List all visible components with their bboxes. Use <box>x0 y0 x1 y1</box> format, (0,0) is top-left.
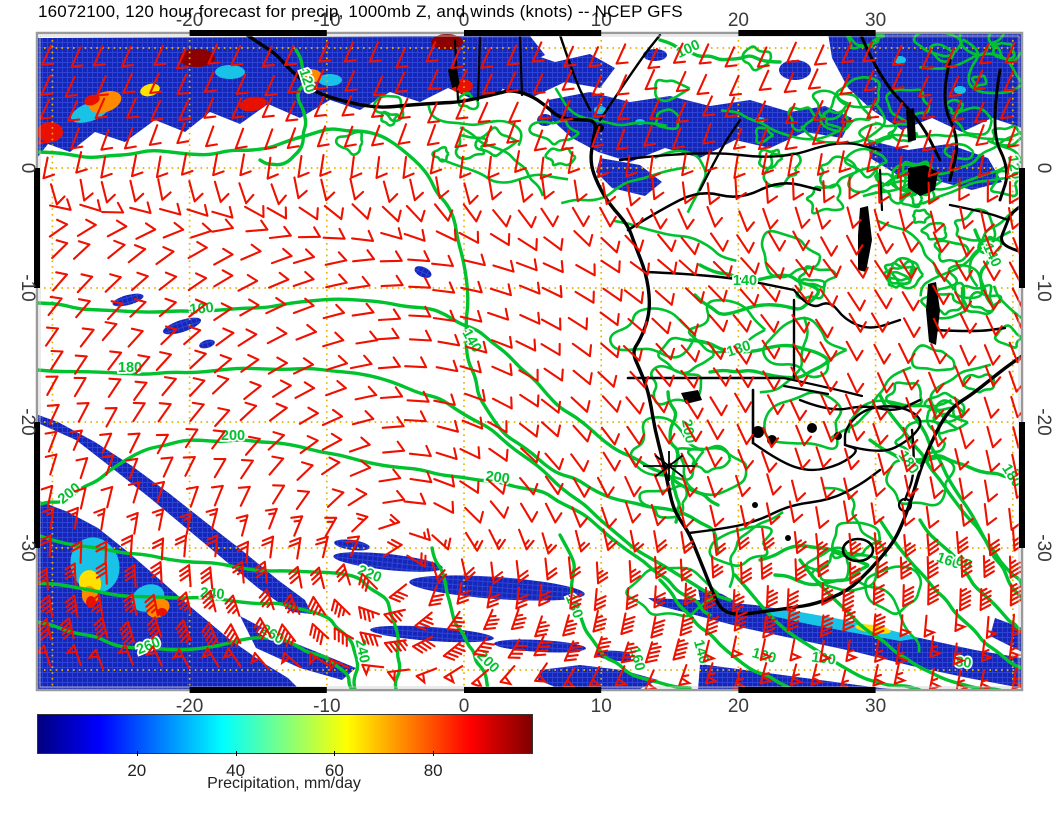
svg-text:200: 200 <box>484 468 510 487</box>
svg-text:240: 240 <box>352 638 373 665</box>
svg-text:200: 200 <box>221 428 245 444</box>
axis-tick-labels: -20 -20 -10 -10 0 0 10 10 20 20 30 30 0 0 -10 -10 -20 -20… <box>17 10 1054 717</box>
svg-text:-20: -20 <box>176 696 203 717</box>
map-frame <box>34 30 1025 693</box>
height-contours-ocean <box>37 38 1022 690</box>
colorbar-tick-label: 20 <box>127 761 147 780</box>
svg-text:100: 100 <box>810 649 836 668</box>
colorbar-tick <box>136 751 138 756</box>
svg-text:180: 180 <box>118 360 142 376</box>
svg-text:100: 100 <box>674 37 703 62</box>
svg-text:-20: -20 <box>17 408 38 435</box>
colorbar-tick <box>235 751 237 756</box>
colorbar-tick <box>334 751 336 756</box>
svg-text:-10: -10 <box>313 696 340 717</box>
chart-title: 16072100, 120 hour forecast for precip, … <box>38 2 683 21</box>
svg-text:-20: -20 <box>1033 408 1054 435</box>
svg-text:-10: -10 <box>313 10 340 31</box>
svg-text:30: 30 <box>865 696 886 717</box>
svg-text:0: 0 <box>17 163 38 174</box>
svg-text:140: 140 <box>733 273 757 289</box>
svg-text:-30: -30 <box>17 534 38 561</box>
colorbar-tick-label: 80 <box>423 761 443 780</box>
colorbar-tick-label: 40 <box>226 761 246 780</box>
svg-text:-10: -10 <box>17 274 38 301</box>
svg-text:0: 0 <box>459 696 470 717</box>
svg-text:240: 240 <box>200 585 226 603</box>
svg-text:10: 10 <box>591 696 612 717</box>
colorbar: 20 40 60 80 <box>37 714 533 780</box>
colorbar-label: Precipitation, mm/day <box>207 775 361 792</box>
site-marker-star <box>643 451 695 481</box>
svg-text:0: 0 <box>459 10 470 31</box>
svg-text:10: 10 <box>591 10 612 31</box>
svg-text:-30: -30 <box>1033 534 1054 561</box>
colorbar-tick <box>433 751 435 756</box>
colorbar-gradient <box>38 715 532 753</box>
svg-text:20: 20 <box>728 696 749 717</box>
svg-text:160: 160 <box>189 300 215 318</box>
wind-barbs-layer <box>37 41 1022 690</box>
colorbar-tick-label: 60 <box>324 761 344 780</box>
svg-text:-20: -20 <box>176 10 203 31</box>
svg-text:30: 30 <box>865 10 886 31</box>
svg-text:-10: -10 <box>1033 274 1054 301</box>
svg-text:20: 20 <box>728 10 749 31</box>
svg-text:0: 0 <box>1033 163 1054 174</box>
